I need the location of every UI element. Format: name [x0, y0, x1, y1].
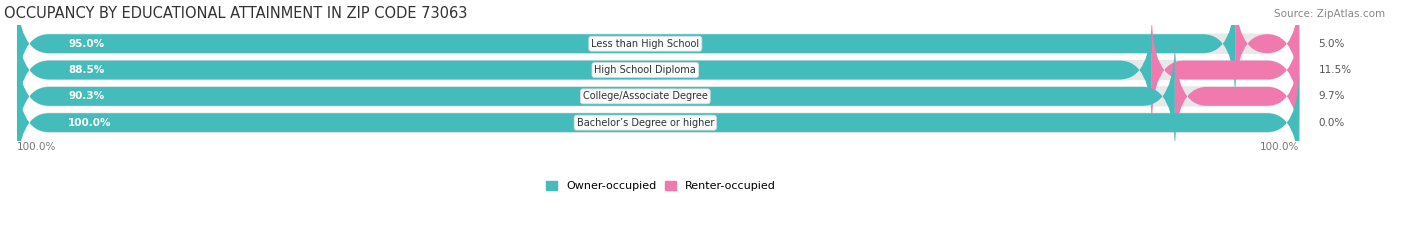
Text: 90.3%: 90.3% [69, 91, 104, 101]
FancyBboxPatch shape [1175, 40, 1299, 153]
FancyBboxPatch shape [17, 0, 1299, 98]
Text: College/Associate Degree: College/Associate Degree [583, 91, 707, 101]
Text: 100.0%: 100.0% [17, 142, 56, 152]
Text: 88.5%: 88.5% [69, 65, 104, 75]
FancyBboxPatch shape [1234, 0, 1299, 100]
Text: 95.0%: 95.0% [69, 39, 104, 49]
Text: 5.0%: 5.0% [1319, 39, 1346, 49]
Text: Bachelor’s Degree or higher: Bachelor’s Degree or higher [576, 118, 714, 128]
FancyBboxPatch shape [17, 15, 1299, 125]
Legend: Owner-occupied, Renter-occupied: Owner-occupied, Renter-occupied [541, 176, 780, 196]
Text: Source: ZipAtlas.com: Source: ZipAtlas.com [1274, 9, 1385, 19]
FancyBboxPatch shape [17, 66, 1299, 179]
Text: 0.0%: 0.0% [1319, 118, 1344, 128]
Text: 100.0%: 100.0% [69, 118, 112, 128]
FancyBboxPatch shape [17, 14, 1152, 126]
Text: 9.7%: 9.7% [1319, 91, 1346, 101]
FancyBboxPatch shape [17, 40, 1175, 153]
FancyBboxPatch shape [17, 42, 1299, 151]
Text: OCCUPANCY BY EDUCATIONAL ATTAINMENT IN ZIP CODE 73063: OCCUPANCY BY EDUCATIONAL ATTAINMENT IN Z… [4, 6, 468, 21]
FancyBboxPatch shape [17, 0, 1234, 100]
FancyBboxPatch shape [17, 68, 1299, 177]
Text: 100.0%: 100.0% [1260, 142, 1299, 152]
Text: 11.5%: 11.5% [1319, 65, 1351, 75]
Text: Less than High School: Less than High School [592, 39, 699, 49]
FancyBboxPatch shape [1152, 14, 1299, 126]
Text: High School Diploma: High School Diploma [595, 65, 696, 75]
